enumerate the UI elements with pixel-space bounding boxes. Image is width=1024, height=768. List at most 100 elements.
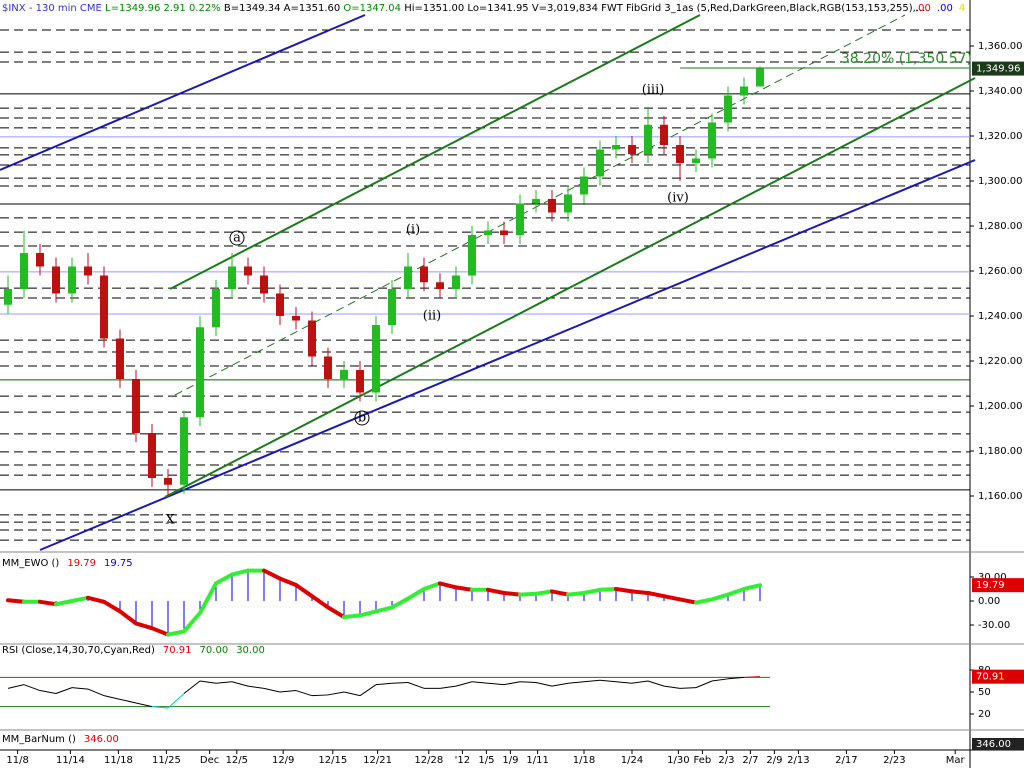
rsi-segment: [647, 680, 665, 687]
x-tick-label: 2/13: [787, 755, 809, 766]
x-tick-label: 11/25: [152, 755, 181, 766]
rsi-segment: [135, 702, 153, 708]
wave-label: (ii): [423, 309, 441, 324]
ewo-segment: [710, 592, 730, 602]
ewo-segment: [54, 599, 74, 607]
x-tick-label: '12: [455, 755, 470, 766]
x-tick-label: 2/17: [835, 755, 857, 766]
rsi-segment: [23, 684, 41, 692]
x-tick-label: 2/9: [766, 755, 782, 766]
x-tick-label: Feb: [694, 755, 712, 766]
y-tick-label: 20: [978, 709, 991, 720]
candle-body: [244, 266, 252, 276]
ewo-segment: [38, 599, 58, 607]
value-marker: 19.79: [976, 580, 1005, 591]
candle-body: [740, 86, 748, 96]
label-circle: [229, 230, 245, 246]
y-tick-label: 1,320.00: [978, 131, 1023, 142]
header: $INX - 130 min CME L=1349.96 2.91 0.22% …: [2, 3, 925, 14]
ewo-segment: [486, 587, 506, 595]
indicator-legend: MM_EWO () 19.79 19.75: [2, 558, 133, 569]
ewo-segment: [278, 576, 298, 587]
indicator-readout: 70.91: [163, 645, 192, 656]
candle-body: [84, 266, 92, 276]
candle-body: [4, 288, 12, 305]
candle-body: [628, 144, 636, 154]
rsi-segment: [663, 685, 681, 689]
wave-labels: a (i) (ii) (iii) (iv) b X: [165, 83, 688, 528]
rsi-segment: [551, 682, 569, 687]
indicator-readout: 346.00: [84, 734, 119, 745]
candle-body: [340, 369, 348, 379]
rsi-segment: [695, 680, 713, 689]
rsi-segment: [279, 690, 297, 693]
y-tick-label: 1,180.00: [978, 446, 1023, 457]
ewo-segment: [70, 595, 90, 603]
candle-body: [452, 275, 460, 289]
label-circle: [354, 410, 370, 426]
candles: [4, 66, 764, 496]
candle-body: [292, 315, 300, 321]
ewo-segment: [518, 591, 538, 597]
rsi-segment: [359, 684, 377, 697]
candle-body: [532, 198, 540, 204]
candle-body: [420, 266, 428, 283]
trendline: [164, 77, 976, 498]
x-tick-label: 12/28: [414, 755, 443, 766]
indicator-title: MM_EWO (): [2, 558, 59, 569]
rsi-segment: [503, 681, 521, 686]
x-tick-label: 12/9: [272, 755, 294, 766]
candle-body: [548, 198, 556, 213]
ewo-segment: [646, 591, 666, 599]
ewo-segment: [422, 581, 442, 591]
x-tick-label: 2/3: [718, 755, 734, 766]
rsi-segment: [615, 681, 633, 684]
candle-body: [116, 338, 124, 379]
candle-body: [404, 266, 412, 289]
indicator-legend: RSI (Close,14,30,70,Cyan,Red) 70.91 70.00 3…: [2, 645, 265, 656]
candle-body: [468, 234, 476, 276]
rsi-segment: [455, 681, 473, 687]
candle-body: [436, 282, 444, 289]
rsi-segment: [711, 678, 729, 682]
ewo-segment: [342, 613, 362, 619]
ewo-segment: [582, 587, 602, 595]
rsi-segment: [199, 680, 217, 684]
x-tick-label: 1/18: [573, 755, 595, 766]
rsi-segment: [231, 681, 249, 687]
price-marker-box: [972, 61, 1024, 76]
ewo-segment: [182, 611, 202, 634]
candle-body: [516, 203, 524, 235]
candle-body: [564, 194, 572, 213]
rsi-segment: [599, 679, 617, 683]
candle-body: [276, 293, 284, 316]
x-tick-label: Dec: [200, 755, 219, 766]
candle-body: [260, 275, 268, 294]
candle-body: [36, 252, 44, 267]
header-segment: B=1349.34 A=1351.60: [221, 3, 341, 14]
y-tick-label: 1,280.00: [978, 221, 1023, 232]
x-tick-label: 2/23: [883, 755, 905, 766]
candle-body: [388, 288, 396, 325]
y-tick-label: 1,220.00: [978, 356, 1023, 367]
x-tick-label: 1/9: [502, 755, 518, 766]
ewo-segment: [230, 568, 250, 577]
header-segment: L=1349.96 2.91 0.22%: [102, 3, 221, 14]
ewo-segment: [374, 605, 394, 614]
x-tick-label: 12/21: [363, 755, 392, 766]
rsi-segment: [7, 684, 25, 689]
rsi-segment: [55, 687, 73, 694]
indicator-title: RSI (Close,14,30,70,Cyan,Red): [2, 645, 155, 656]
ewo-segment: [6, 598, 26, 604]
ewo-segment: [358, 609, 378, 618]
value-marker: 346.00: [976, 739, 1011, 750]
value-marker-box: [972, 738, 1024, 750]
rsi-segment: [151, 706, 169, 709]
wave-label: X: [165, 513, 175, 528]
y-tick-label: 1,260.00: [978, 266, 1023, 277]
candle-body: [708, 122, 716, 159]
wave-label: a: [233, 231, 241, 246]
ewo-segment: [742, 583, 762, 591]
value-marker-box: [972, 669, 1024, 684]
rsi-segment: [567, 681, 585, 684]
